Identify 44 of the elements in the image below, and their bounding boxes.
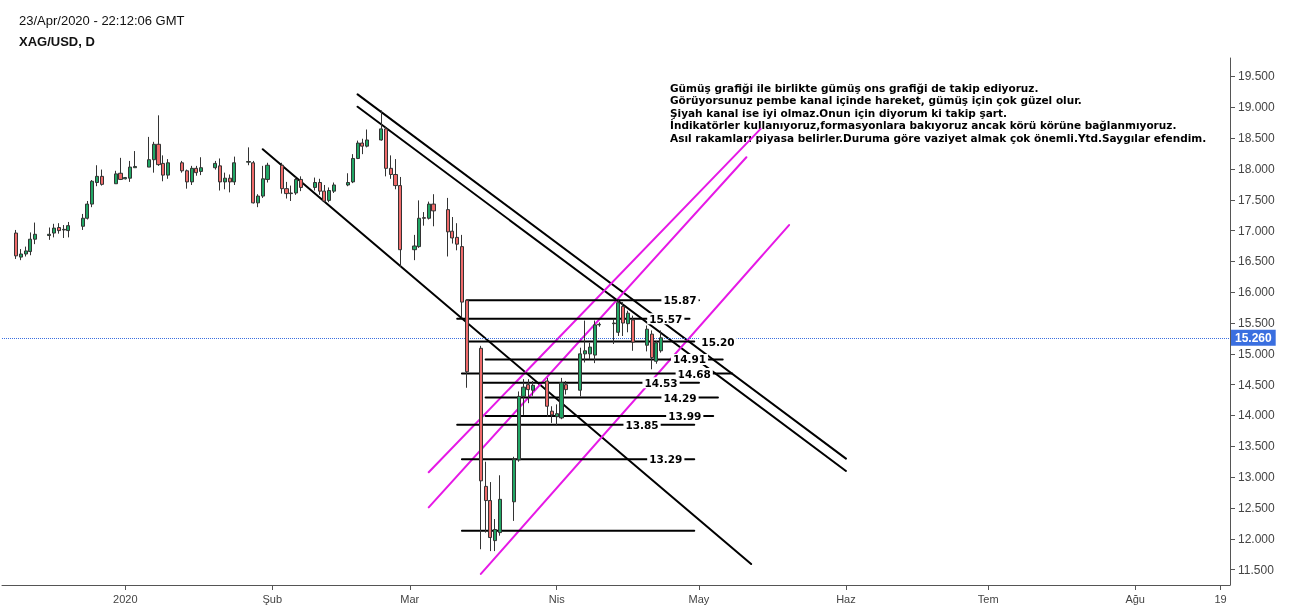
annotation: 14.68 xyxy=(677,367,711,380)
x-tick-label: Tem xyxy=(977,592,999,605)
chart-title: XAG/USD, D xyxy=(19,34,95,49)
annotation: Gümüş grafiği ile birlikte gümüş ons grafiği de takip ediyoruz. xyxy=(670,81,1039,94)
y-tick-label: 12.500 xyxy=(1238,500,1276,515)
y-tick-label: 16.000 xyxy=(1238,285,1276,300)
y-tick-label: 17.500 xyxy=(1238,192,1276,207)
x-tick-label: Şub xyxy=(262,592,283,605)
x-tick-label: Haz xyxy=(836,592,856,605)
annotation: 14.29 xyxy=(663,391,697,404)
annotation: 13.99 xyxy=(668,410,702,423)
annotation: Asıl rakamları piyasa belirler.Duruma göre vaziyet almak çok önemli.Ytd.Saygılar efendim. xyxy=(670,131,1207,144)
y-tick-label: 19.500 xyxy=(1238,69,1276,84)
x-tick-label: Mar xyxy=(400,592,420,605)
x-tick-label: Ağu xyxy=(1125,592,1145,605)
y-tick-label: 19.000 xyxy=(1238,100,1276,115)
y-tick-label: 13.500 xyxy=(1238,439,1276,454)
x-tick-label: May xyxy=(688,592,710,605)
y-tick-label: 14.500 xyxy=(1238,377,1276,392)
annotation: 15.57 xyxy=(649,312,683,325)
annotation: Şiyah kanal ise iyi olmaz.Onun için diyorum ki takip şart. xyxy=(670,106,1007,119)
y-tick-label: 17.000 xyxy=(1238,223,1276,238)
y-tick-label: 14.000 xyxy=(1238,408,1276,423)
x-tick-label: 2020 xyxy=(113,592,138,605)
y-tick-label: 15.500 xyxy=(1238,316,1276,331)
annotation: 15.87 xyxy=(663,294,697,307)
ref-line-label: 15.260 xyxy=(1235,330,1273,345)
annotation: İndikatörler kullanıyoruz,formasyonlara bakıyoruz ancak körü körüne bağlanmıyoruz. xyxy=(670,118,1177,131)
y-tick-label: 18.000 xyxy=(1238,161,1276,176)
y-tick-label: 13.000 xyxy=(1238,470,1276,485)
y-tick-label: 12.000 xyxy=(1238,531,1276,546)
annotation: 13.85 xyxy=(625,418,659,431)
annotation: 14.91 xyxy=(672,353,707,366)
annotation: 14.53 xyxy=(644,376,678,389)
y-tick-label: 15.000 xyxy=(1238,346,1276,361)
y-tick-label: 11.500 xyxy=(1238,562,1275,577)
annotation: Görüyorsunuz pembe kanal içinde hareket, gümüş için çok güzel olur. xyxy=(670,94,1082,106)
y-tick-label: 16.500 xyxy=(1238,254,1276,269)
annotation: 15.20 xyxy=(701,335,735,348)
x-tick-label: Nis xyxy=(548,592,566,605)
x-tick-label: 19 xyxy=(1214,592,1227,605)
annotation: 13.29 xyxy=(649,453,683,466)
chart-subtitle: 23/Apr/2020 - 22:12:06 GMT xyxy=(19,13,185,28)
y-tick-label: 18.500 xyxy=(1238,131,1276,146)
